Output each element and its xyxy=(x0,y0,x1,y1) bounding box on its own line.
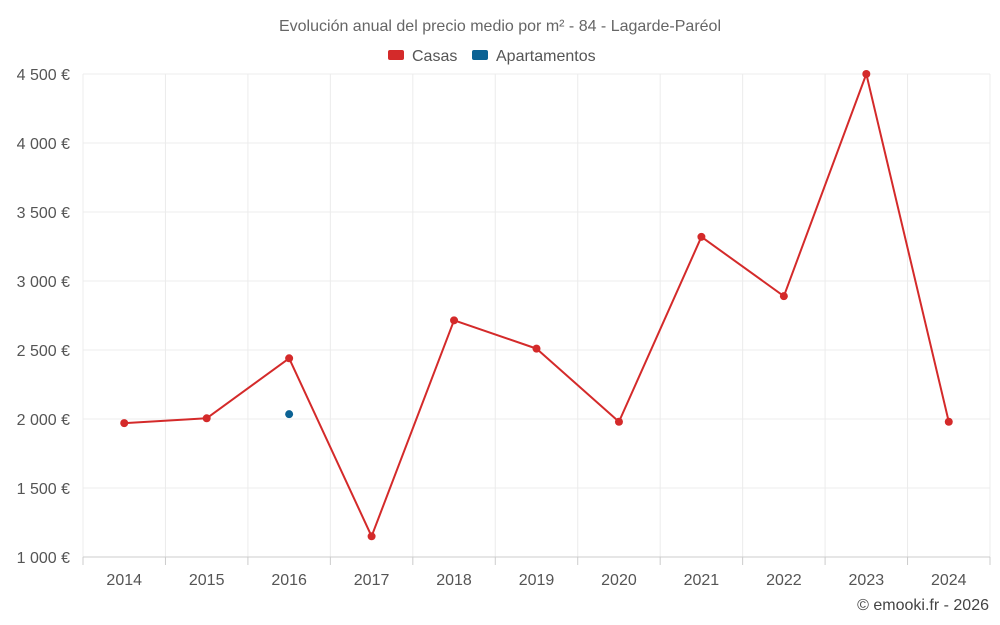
y-tick-label: 1 500 € xyxy=(17,481,70,498)
legend-swatch-casas xyxy=(388,50,404,60)
data-point-apartamentos[interactable] xyxy=(285,410,294,419)
x-tick-label: 2014 xyxy=(106,572,142,589)
data-point-casas[interactable] xyxy=(285,354,294,363)
data-point-casas[interactable] xyxy=(450,316,459,325)
legend-item-apartamentos[interactable]: Apartamentos xyxy=(472,48,596,65)
y-tick-label: 2 000 € xyxy=(17,412,70,429)
legend-item-casas[interactable]: Casas xyxy=(388,48,457,65)
data-point-casas[interactable] xyxy=(367,532,376,541)
x-tick-label: 2019 xyxy=(519,572,555,589)
x-tick-label: 2022 xyxy=(766,572,802,589)
y-axis-labels: 1 000 € 1 500 € 2 000 € 2 500 € 3 000 € 3 500… xyxy=(17,67,70,567)
data-point-casas[interactable] xyxy=(779,292,788,301)
credit-text: © emooki.fr - 2026 xyxy=(857,597,989,614)
x-tick-label: 2021 xyxy=(684,572,720,589)
x-tick-label: 2017 xyxy=(354,572,390,589)
legend-label-casas: Casas xyxy=(412,48,457,65)
legend-swatch-apartamentos xyxy=(472,50,488,60)
x-tick-label: 2023 xyxy=(849,572,885,589)
x-tick-label: 2020 xyxy=(601,572,637,589)
legend: Casas Apartamentos xyxy=(388,48,596,65)
data-point-casas[interactable] xyxy=(697,232,706,241)
y-tick-label: 4 000 € xyxy=(17,136,70,153)
y-tick-label: 1 000 € xyxy=(17,550,70,567)
chart-title: Evolución anual del precio medio por m² … xyxy=(279,18,721,35)
y-tick-label: 2 500 € xyxy=(17,343,70,360)
data-point-casas[interactable] xyxy=(120,419,129,428)
data-point-casas[interactable] xyxy=(532,344,541,353)
data-point-casas[interactable] xyxy=(944,417,953,426)
data-point-casas[interactable] xyxy=(862,70,871,78)
y-tick-label: 4 500 € xyxy=(17,67,70,84)
series xyxy=(120,70,953,541)
legend-label-apartamentos: Apartamentos xyxy=(496,48,596,65)
series-apartamentos xyxy=(285,410,294,419)
x-tick-label: 2016 xyxy=(271,572,307,589)
x-axis-labels: 2014 2015 2016 2017 2018 2019 2020 2021 2022 2023… xyxy=(106,572,966,589)
grid xyxy=(82,73,991,557)
axes xyxy=(82,556,991,565)
y-tick-label: 3 500 € xyxy=(17,205,70,222)
x-tick-label: 2024 xyxy=(931,572,967,589)
data-point-casas[interactable] xyxy=(202,414,211,423)
x-tick-label: 2018 xyxy=(436,572,472,589)
y-tick-label: 3 000 € xyxy=(17,274,70,291)
data-point-casas[interactable] xyxy=(614,417,623,426)
x-tick-label: 2015 xyxy=(189,572,225,589)
series-casas xyxy=(120,70,953,541)
